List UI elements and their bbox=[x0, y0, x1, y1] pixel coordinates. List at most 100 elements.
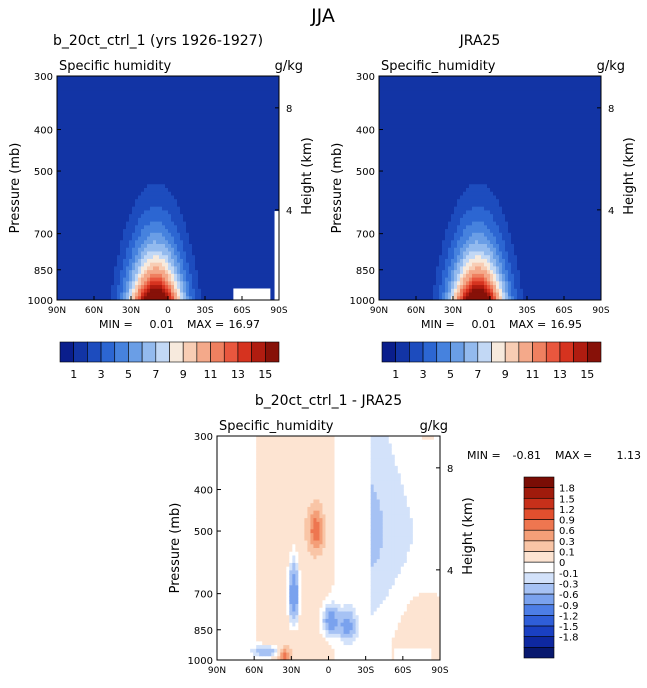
heatmap-cell bbox=[195, 285, 199, 289]
heatmap-cell bbox=[96, 199, 100, 203]
heatmap-cell bbox=[144, 285, 148, 289]
heatmap-cell bbox=[231, 210, 235, 214]
heatmap-cell bbox=[114, 76, 118, 80]
heatmap-cell bbox=[117, 166, 121, 170]
heatmap-cell bbox=[105, 270, 109, 274]
heatmap-cell bbox=[69, 91, 73, 95]
heatmap-cell bbox=[72, 184, 76, 188]
heatmap-cell bbox=[192, 169, 196, 173]
heatmap-cell bbox=[138, 121, 142, 125]
heatmap-cell bbox=[147, 136, 151, 140]
heatmap-cell bbox=[267, 192, 271, 196]
heatmap-cell bbox=[186, 251, 190, 255]
heatmap-cell bbox=[123, 136, 127, 140]
heatmap-cell bbox=[177, 270, 181, 274]
heatmap-cell bbox=[267, 274, 271, 278]
heatmap-cell bbox=[141, 80, 145, 84]
heatmap-cell bbox=[255, 266, 259, 270]
heatmap-cell bbox=[117, 251, 121, 255]
heatmap-cell bbox=[246, 87, 250, 91]
heatmap-cell bbox=[66, 173, 70, 177]
heatmap-cell bbox=[126, 181, 130, 185]
heatmap-cell bbox=[237, 192, 241, 196]
heatmap-cell bbox=[57, 278, 61, 282]
heatmap-cell bbox=[213, 270, 217, 274]
heatmap-cell bbox=[135, 248, 139, 252]
heatmap-cell bbox=[261, 83, 265, 87]
heatmap-cell bbox=[99, 278, 103, 282]
heatmap-cell bbox=[90, 218, 94, 222]
heatmap-cell bbox=[147, 195, 151, 199]
heatmap-cell bbox=[90, 274, 94, 278]
heatmap-cell bbox=[165, 147, 169, 151]
heatmap-cell bbox=[198, 184, 202, 188]
heatmap-cell bbox=[225, 214, 229, 218]
heatmap-cell bbox=[87, 240, 91, 244]
heatmap-cell bbox=[240, 102, 244, 106]
heatmap-cell bbox=[186, 102, 190, 106]
heatmap-cell bbox=[162, 139, 166, 143]
heatmap-cell bbox=[243, 151, 247, 155]
heatmap-cell bbox=[228, 106, 232, 110]
heatmap-cell bbox=[99, 169, 103, 173]
heatmap-cell bbox=[388, 87, 392, 91]
heatmap-cell bbox=[216, 87, 220, 91]
heatmap-cell bbox=[174, 240, 178, 244]
heatmap-cell bbox=[189, 233, 193, 237]
heatmap-cell bbox=[63, 169, 67, 173]
heatmap-cell bbox=[75, 214, 79, 218]
heatmap-cell bbox=[219, 162, 223, 166]
heatmap-cell bbox=[237, 270, 241, 274]
heatmap-cell bbox=[153, 136, 157, 140]
heatmap-cell bbox=[174, 263, 178, 267]
heatmap-cell bbox=[174, 281, 178, 285]
heatmap-cell bbox=[168, 229, 172, 233]
heatmap-cell bbox=[174, 117, 178, 121]
heatmap-cell bbox=[159, 117, 163, 121]
heatmap-cell bbox=[210, 195, 214, 199]
heatmap-cell bbox=[162, 222, 166, 226]
heatmap-cell bbox=[237, 199, 241, 203]
heatmap-cell bbox=[198, 293, 202, 297]
heatmap-cell bbox=[255, 270, 259, 274]
heatmap-cell bbox=[156, 289, 160, 293]
heatmap-cell bbox=[150, 132, 154, 136]
heatmap-cell bbox=[90, 270, 94, 274]
heatmap-cell bbox=[388, 143, 392, 147]
heatmap-cell bbox=[84, 210, 88, 214]
heatmap-cell bbox=[138, 106, 142, 110]
heatmap-cell bbox=[400, 188, 404, 192]
heatmap-cell bbox=[174, 87, 178, 91]
heatmap-cell bbox=[78, 270, 82, 274]
heatmap-cell bbox=[93, 214, 97, 218]
heatmap-cell bbox=[195, 263, 199, 267]
heatmap-cell bbox=[135, 87, 139, 91]
heatmap-cell bbox=[114, 83, 118, 87]
heatmap-cell bbox=[249, 80, 253, 84]
heatmap-cell bbox=[219, 207, 223, 211]
heatmap-cell bbox=[379, 143, 383, 147]
heatmap-cell bbox=[132, 278, 136, 282]
heatmap-cell bbox=[237, 259, 241, 263]
heatmap-cell bbox=[81, 199, 85, 203]
heatmap-cell bbox=[270, 177, 274, 181]
heatmap-cell bbox=[147, 143, 151, 147]
heatmap-cell bbox=[240, 139, 244, 143]
heatmap-cell bbox=[234, 76, 238, 80]
heatmap-cell bbox=[204, 121, 208, 125]
heatmap-cell bbox=[216, 98, 220, 102]
heatmap-cell bbox=[204, 91, 208, 95]
heatmap-cell bbox=[153, 255, 157, 259]
heatmap-cell bbox=[102, 278, 106, 282]
heatmap-cell bbox=[246, 162, 250, 166]
heatmap-cell bbox=[237, 255, 241, 259]
heatmap-cell bbox=[102, 87, 106, 91]
heatmap-cell bbox=[225, 173, 229, 177]
heatmap-cell bbox=[138, 259, 142, 263]
heatmap-cell bbox=[243, 106, 247, 110]
heatmap-cell bbox=[135, 192, 139, 196]
heatmap-cell bbox=[72, 177, 76, 181]
heatmap-cell bbox=[225, 151, 229, 155]
heatmap-cell bbox=[207, 162, 211, 166]
heatmap-cell bbox=[84, 177, 88, 181]
